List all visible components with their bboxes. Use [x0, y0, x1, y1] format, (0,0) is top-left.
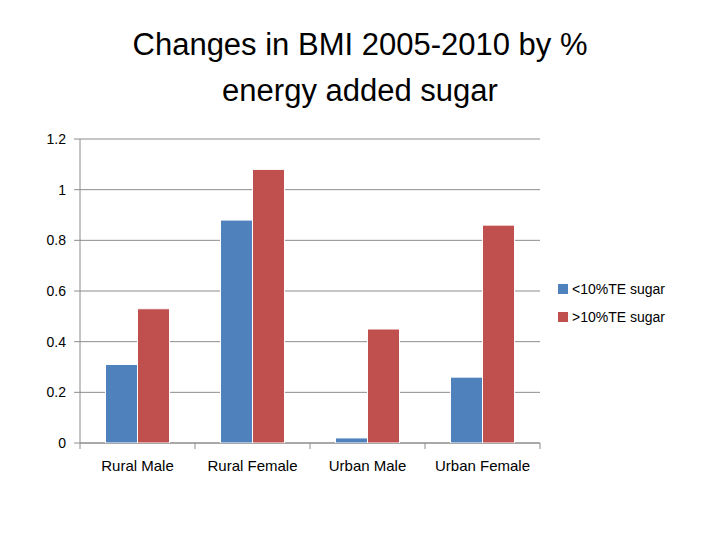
legend-label: >10%TE sugar: [572, 309, 665, 325]
chart-root: Changes in BMI 2005-2010 by % energy add…: [0, 0, 720, 540]
grid-line: [80, 240, 540, 241]
bar: [138, 309, 170, 443]
y-tick-label: 1.2: [47, 131, 67, 147]
y-tick: [74, 139, 80, 140]
grid-line: [80, 291, 540, 292]
y-tick: [74, 240, 80, 241]
bar: [368, 329, 400, 443]
chart-title: Changes in BMI 2005-2010 by % energy add…: [125, 22, 595, 114]
x-tick-label: Rural Female: [207, 457, 297, 474]
x-tick-label: Urban Female: [435, 457, 530, 474]
bars: [106, 169, 515, 443]
bar: [221, 220, 253, 443]
legend-swatch: [558, 312, 568, 322]
y-tick-label: 0: [58, 435, 66, 451]
bar: [106, 364, 138, 443]
legend-label: <10%TE sugar: [572, 281, 665, 297]
y-tick: [74, 443, 80, 444]
y-tick-label: 0.6: [47, 283, 67, 299]
y-tick: [74, 291, 80, 292]
x-tick: [195, 443, 196, 449]
bar: [336, 438, 368, 443]
y-tick: [74, 341, 80, 342]
chart-svg: 0 0.2 0.4 0.6 0.8 1 1.2 Rural Male Rural Female U…: [0, 0, 720, 540]
legend-swatch: [558, 284, 568, 294]
bar: [253, 169, 285, 443]
x-tick-label: Rural Male: [101, 457, 174, 474]
grid-line: [80, 189, 540, 190]
x-tick: [425, 443, 426, 449]
y-tick-label: 1: [58, 182, 66, 198]
y-tick: [74, 189, 80, 190]
x-tick: [310, 443, 311, 449]
y-tick: [74, 392, 80, 393]
y-tick-label: 0.8: [47, 232, 67, 248]
bar: [451, 377, 483, 443]
x-tick: [540, 443, 541, 449]
y-tick-label: 0.4: [47, 334, 67, 350]
grid-line: [80, 139, 540, 140]
x-tick-label: Urban Male: [329, 457, 407, 474]
y-tick-label: 0.2: [47, 384, 67, 400]
y-axis: [80, 139, 81, 443]
bar: [483, 225, 515, 443]
x-tick: [80, 443, 81, 449]
